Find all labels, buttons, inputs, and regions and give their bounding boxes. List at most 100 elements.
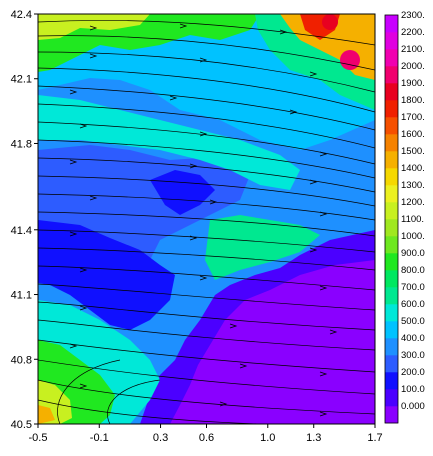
streamline	[107, 379, 161, 424]
streamline	[38, 35, 375, 71]
colorbar-swatch	[385, 168, 398, 186]
colorbar-swatch	[385, 219, 398, 237]
colorbar-label: 600.0	[401, 299, 425, 310]
colorbar-swatch	[385, 372, 398, 390]
colorbar-label: 1000.	[401, 231, 425, 242]
streamline-arrow	[69, 231, 78, 237]
streamlines	[38, 20, 375, 424]
terrain-peak	[322, 14, 338, 30]
streamline	[38, 51, 375, 93]
streamline	[38, 283, 375, 311]
colorbar-label: 1900.	[401, 78, 425, 89]
terrain-peak	[340, 50, 360, 70]
colorbar-swatch	[385, 185, 398, 203]
streamline	[38, 359, 375, 395]
streamline	[38, 211, 375, 237]
colorbar-label: 2100.	[401, 44, 425, 55]
streamline	[57, 359, 121, 424]
y-tick-label: 41.8	[11, 138, 32, 150]
colorbar-swatch	[385, 270, 398, 288]
sea-area	[170, 260, 375, 424]
colorbar-label: 400.0	[401, 333, 425, 344]
streamline-arrow	[79, 305, 88, 311]
streamline-arrow	[219, 401, 228, 407]
streamline-arrow	[329, 329, 338, 335]
y-tick-label: 42.4	[11, 9, 32, 21]
colorbar-swatch	[385, 83, 398, 101]
colorbar-label: 700.0	[401, 282, 425, 293]
streamline-arrow	[309, 179, 318, 185]
colorbar-label: 1400.	[401, 163, 425, 174]
colorbar-label: 1500.	[401, 146, 425, 157]
colorbar-swatch	[385, 49, 398, 67]
colorbar: 0.000 100.0 200.0 300.0 400.0 500.0 600.0 700.0…	[384, 10, 425, 424]
streamline-arrow	[319, 211, 328, 217]
streamline-arrow	[209, 199, 218, 205]
colorbar-label: 200.0	[401, 367, 425, 378]
colorbar-swatch	[385, 117, 398, 135]
y-tick-label: 42.1	[11, 74, 32, 86]
streamline-arrow	[199, 131, 208, 137]
streamline-arrow	[179, 23, 188, 29]
colorbar-swatch	[385, 355, 398, 373]
streamline-arrow	[89, 53, 98, 59]
streamline-arrow	[89, 25, 98, 31]
y-tick-label: 41.1	[11, 290, 32, 302]
colorbar-swatch	[385, 321, 398, 339]
colorbar-label: 1600.	[401, 129, 425, 140]
terrain-layer	[38, 220, 175, 330]
colorbar-swatch	[385, 32, 398, 50]
streamline-arrow	[79, 267, 88, 273]
x-tick-label: 0.3	[153, 432, 168, 444]
x-tick-label: -0.1	[90, 432, 109, 444]
x-tick-label: 1.3	[306, 432, 321, 444]
terrain-layer	[38, 405, 55, 424]
colorbar-swatch	[385, 338, 398, 356]
streamline-arrow	[79, 123, 88, 129]
colorbar-label: 800.0	[401, 265, 425, 276]
y-tick-label: 40.8	[11, 354, 32, 366]
streamline	[38, 67, 375, 113]
streamline	[38, 399, 261, 424]
terrain-layer	[205, 215, 320, 280]
colorbar-swatch	[385, 304, 398, 322]
colorbar-label: 1100.	[401, 214, 424, 225]
streamline	[38, 157, 375, 193]
streamline	[38, 319, 375, 351]
colorbar-swatch	[385, 287, 398, 305]
streamline-arrow	[309, 71, 318, 77]
colorbar-swatch	[385, 253, 398, 271]
colorbar-label: 900.0	[401, 248, 425, 259]
streamline-arrow	[189, 163, 198, 169]
streamline-arrow	[239, 363, 248, 369]
streamline	[38, 121, 375, 165]
x-tick-label: 1.0	[260, 432, 275, 444]
streamline-arrows	[69, 23, 338, 417]
streamline-arrow	[69, 343, 78, 349]
colorbar-swatch	[385, 151, 398, 169]
colorbar-label: 1300.	[401, 180, 425, 191]
streamline	[38, 379, 375, 415]
colorbar-label: 1200.	[401, 197, 425, 208]
streamline-arrow	[89, 195, 98, 201]
streamline-arrow	[69, 159, 78, 165]
y-tick-label: 40.5	[11, 419, 32, 431]
streamline	[38, 175, 375, 207]
streamline	[38, 85, 375, 131]
streamline-arrow	[79, 383, 88, 389]
x-tick-label: 0.6	[199, 432, 214, 444]
streamline	[38, 193, 375, 221]
colorbar-label: 0.000	[401, 401, 425, 412]
colorbar-swatch	[385, 100, 398, 118]
x-tick-label: -0.5	[29, 432, 48, 444]
colorbar-swatch	[385, 389, 398, 407]
colorbar-label: 1800.	[401, 95, 425, 106]
streamline-arrow	[189, 235, 198, 241]
colorbar-swatch	[385, 202, 398, 220]
streamline-arrow	[319, 371, 328, 377]
streamline	[38, 103, 375, 149]
streamline-arrow	[69, 89, 78, 95]
terrain-layer	[38, 95, 300, 190]
streamline-arrow	[229, 323, 238, 329]
colorbar-swatch	[385, 406, 398, 424]
